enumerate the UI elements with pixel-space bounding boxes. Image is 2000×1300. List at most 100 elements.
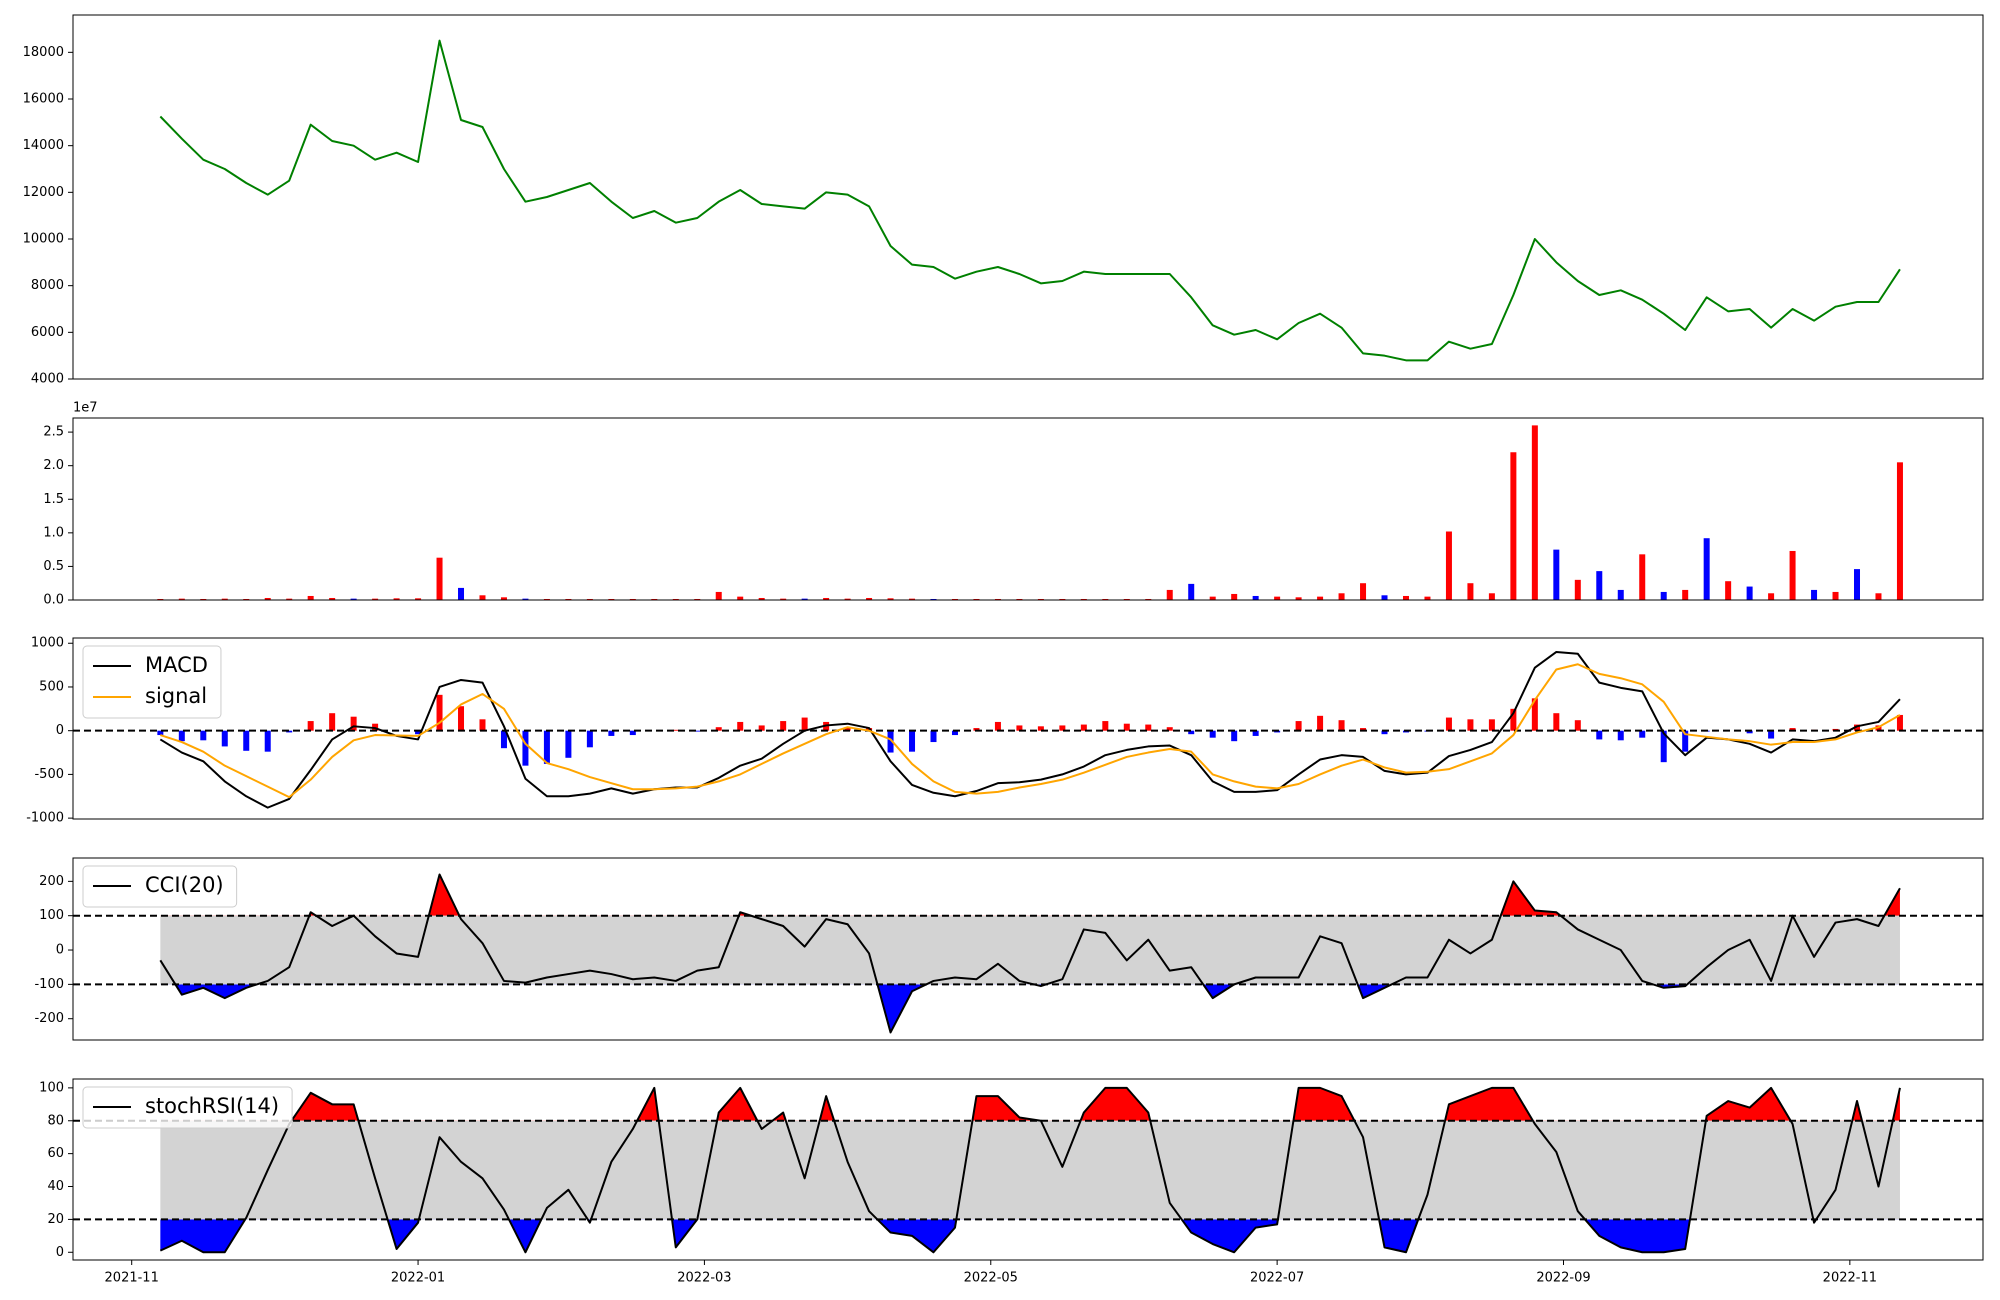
histogram-bar xyxy=(479,719,486,731)
volume-bar xyxy=(1424,596,1431,600)
volume-bar xyxy=(1531,425,1538,600)
histogram-bar xyxy=(1746,730,1753,734)
histogram-bar xyxy=(1617,730,1624,741)
histogram-bar xyxy=(1059,725,1066,731)
y-tick-label: 8000 xyxy=(31,278,64,293)
histogram-bar xyxy=(1381,730,1388,735)
volume-bar xyxy=(522,598,529,600)
histogram-bar xyxy=(458,706,465,731)
series-line xyxy=(159,650,1901,809)
histogram-bar xyxy=(1209,730,1216,738)
volume-bar xyxy=(1274,596,1281,600)
volume-bar xyxy=(1317,596,1324,600)
series-line xyxy=(159,873,1901,1034)
histogram-bar xyxy=(286,730,293,733)
histogram-bar xyxy=(608,730,615,736)
neutral-band xyxy=(160,1120,1900,1220)
volume-bar xyxy=(672,598,679,600)
volume-bar xyxy=(1854,569,1861,600)
volume-bar xyxy=(951,598,958,600)
volume-bar xyxy=(1080,598,1087,600)
volume-bar xyxy=(500,597,507,600)
legend-box xyxy=(82,645,222,719)
histogram-bar xyxy=(1639,730,1646,738)
legend-label: stochRSI(14) xyxy=(145,1094,279,1118)
histogram-bar xyxy=(672,729,679,731)
volume-bar xyxy=(1875,593,1882,600)
histogram-bar xyxy=(1768,730,1775,739)
histogram-bar xyxy=(586,730,593,748)
volume-bar xyxy=(586,598,593,600)
histogram-bar xyxy=(1467,719,1474,731)
histogram-bar xyxy=(1896,714,1903,731)
volume-bar xyxy=(608,598,615,600)
volume-bar xyxy=(1639,554,1646,600)
volume-bar xyxy=(994,598,1001,600)
neutral-band xyxy=(160,915,1900,985)
y-tick-label: 2.0 xyxy=(43,458,64,473)
histogram-bar xyxy=(715,727,722,731)
histogram-bar xyxy=(1574,720,1581,731)
legend-label: signal xyxy=(145,684,207,708)
histogram-bar xyxy=(1338,720,1345,731)
volume-bar xyxy=(415,598,422,600)
histogram-bar xyxy=(500,730,507,749)
y-tick-label: 1.5 xyxy=(43,492,64,507)
volume-bar xyxy=(458,587,465,600)
y-tick-label: 6000 xyxy=(31,325,64,340)
volume-bar xyxy=(1488,593,1495,600)
histogram-bar xyxy=(629,730,636,736)
y-tick-label: 4000 xyxy=(31,372,64,387)
y-tick-label: 80 xyxy=(47,1113,64,1128)
volume-bar xyxy=(1016,598,1023,600)
histogram-bar xyxy=(1510,708,1517,731)
histogram-bar xyxy=(973,728,980,731)
volume-bar xyxy=(1145,598,1152,600)
volume-bar xyxy=(844,598,851,600)
volume-bar xyxy=(973,598,980,600)
volume-bar xyxy=(286,598,293,600)
volume-bar xyxy=(1660,591,1667,600)
histogram-bar xyxy=(1531,698,1538,731)
histogram-bar xyxy=(1445,717,1452,731)
y-tick-label: 0 xyxy=(56,723,64,738)
y-tick-label: 10000 xyxy=(23,232,64,247)
volume-bar xyxy=(307,595,314,600)
volume-bar xyxy=(1746,586,1753,600)
legend-label: CCI(20) xyxy=(145,873,224,897)
volume-bar xyxy=(629,598,636,600)
volume-bar xyxy=(737,596,744,600)
y-tick-label: 0 xyxy=(56,943,64,958)
histogram-bar xyxy=(1488,719,1495,731)
volume-bar xyxy=(823,597,830,600)
volume-bar xyxy=(200,598,207,600)
histogram-bar xyxy=(350,716,357,731)
y-tick-label: -1000 xyxy=(26,811,64,826)
volume-bar xyxy=(372,598,379,600)
volume-bar xyxy=(264,597,271,600)
y-tick-label: 40 xyxy=(47,1179,64,1194)
volume-bar xyxy=(1768,593,1775,600)
histogram-bar xyxy=(844,727,851,731)
volume-bar xyxy=(1037,598,1044,600)
volume-bar xyxy=(715,591,722,600)
histogram-bar xyxy=(1252,730,1259,736)
volume-bar xyxy=(1360,583,1367,600)
histogram-bar xyxy=(307,721,314,731)
volume-bar xyxy=(243,598,250,600)
volume-bar xyxy=(479,595,486,600)
volume-bar xyxy=(694,598,701,600)
y-tick-label: 16000 xyxy=(23,92,64,107)
x-tick-label: 2022-09 xyxy=(1536,1271,1590,1286)
volume-bar xyxy=(758,597,765,600)
histogram-bar xyxy=(565,730,572,758)
histogram-bar xyxy=(243,730,250,751)
volume-bar xyxy=(1467,583,1474,600)
histogram-bar xyxy=(994,721,1001,731)
axes-frame xyxy=(72,857,1984,1041)
y-tick-label: 14000 xyxy=(23,138,64,153)
histogram-bar xyxy=(1295,721,1302,731)
histogram-bar xyxy=(1166,727,1173,731)
volume-bar xyxy=(1510,452,1517,600)
